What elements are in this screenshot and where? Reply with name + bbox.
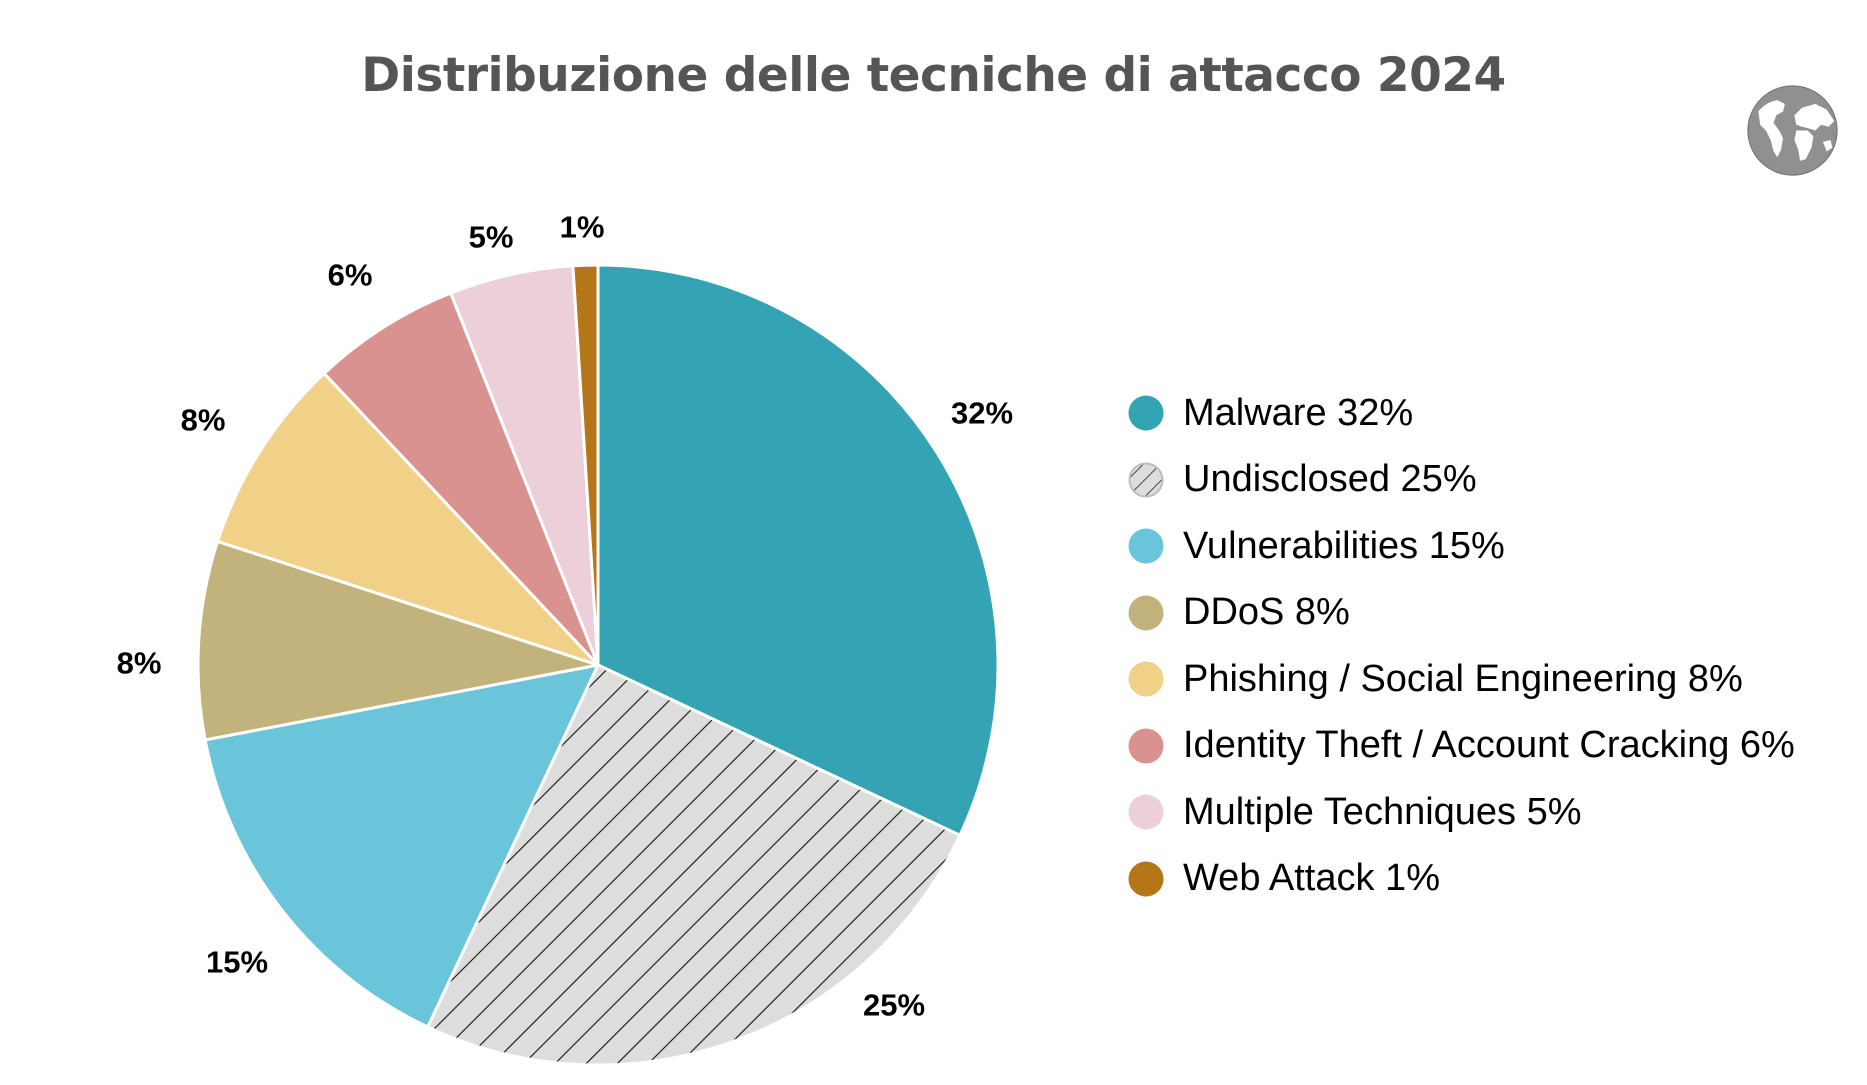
legend-marker-multiple-techniques bbox=[1128, 794, 1164, 830]
legend-item-identity-theft[interactable]: Identity Theft / Account Cracking 6% bbox=[1128, 713, 1795, 780]
legend-marker-identity-theft bbox=[1128, 728, 1164, 764]
legend-marker-phishing bbox=[1128, 661, 1164, 697]
slice-value-label: 8% bbox=[181, 403, 226, 438]
pie-slice-undisclosed[interactable] bbox=[426, 663, 962, 1067]
legend-marker-ddos bbox=[1128, 595, 1164, 631]
legend-label: Undisclosed 25% bbox=[1183, 458, 1477, 501]
pie-slice-malware[interactable] bbox=[596, 263, 1000, 837]
legend-item-malware[interactable]: Malware 32% bbox=[1128, 380, 1795, 447]
legend-label: Web Attack 1% bbox=[1183, 857, 1440, 900]
legend-marker-web-attack bbox=[1128, 861, 1164, 897]
legend-item-phishing[interactable]: Phishing / Social Engineering 8% bbox=[1128, 646, 1795, 713]
legend-label: Malware 32% bbox=[1183, 391, 1414, 434]
pie-slice-phishing-social-engineering[interactable] bbox=[216, 371, 600, 667]
legend-label: Vulnerabilities 15% bbox=[1183, 524, 1505, 567]
slice-value-label: 6% bbox=[328, 258, 373, 293]
legend-label: Phishing / Social Engineering 8% bbox=[1183, 657, 1743, 700]
legend-label: DDoS 8% bbox=[1183, 591, 1350, 634]
legend-label: Multiple Techniques 5% bbox=[1183, 790, 1582, 833]
legend-item-undisclosed[interactable]: Undisclosed 25% bbox=[1128, 447, 1795, 514]
pie-slice-web-attack[interactable] bbox=[571, 263, 600, 667]
globe-icon bbox=[1747, 85, 1838, 176]
pie-slice-ddos[interactable] bbox=[196, 539, 600, 742]
legend-item-vulnerabilities[interactable]: Vulnerabilities 15% bbox=[1128, 513, 1795, 580]
slice-value-label: 5% bbox=[469, 220, 514, 255]
slice-value-label: 1% bbox=[560, 210, 605, 245]
pie-slice-vulnerabilities[interactable] bbox=[203, 663, 600, 1029]
legend-label: Identity Theft / Account Cracking 6% bbox=[1183, 724, 1795, 767]
pie-slice-identity-theft-account-cracking[interactable] bbox=[322, 291, 600, 667]
legend-item-web-attack[interactable]: Web Attack 1% bbox=[1128, 846, 1795, 913]
slice-value-label: 8% bbox=[117, 646, 162, 681]
chart-title: Distribuzione delle tecniche di attacco … bbox=[361, 48, 1506, 103]
legend-item-ddos[interactable]: DDoS 8% bbox=[1128, 580, 1795, 647]
slice-value-label: 15% bbox=[206, 945, 268, 980]
legend-marker-vulnerabilities bbox=[1128, 528, 1164, 564]
legend-item-multiple-techniques[interactable]: Multiple Techniques 5% bbox=[1128, 779, 1795, 846]
legend-marker-undisclosed bbox=[1128, 462, 1164, 498]
slice-value-label: 32% bbox=[951, 396, 1013, 431]
legend: Malware 32% Undisclosed 25% Vulnerabilit… bbox=[1128, 380, 1795, 912]
slice-value-label: 25% bbox=[863, 988, 925, 1023]
legend-marker-malware bbox=[1128, 395, 1164, 431]
